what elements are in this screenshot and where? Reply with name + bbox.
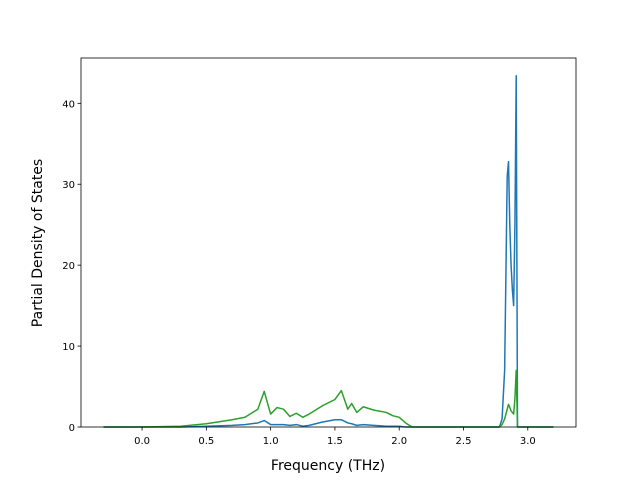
plot-frame [80,57,577,428]
x-tick-label: 0.5 [198,436,214,447]
x-tick-label: 2.0 [391,436,407,447]
x-tick-label: 0.0 [134,436,150,447]
x-tick-label: 3.0 [520,436,536,447]
y-tick-label: 40 [62,99,75,110]
y-tick-label: 10 [62,342,75,353]
x-tick-label: 1.5 [327,436,343,447]
series-line [103,369,554,428]
y-axis-title: Partial Density of States [30,159,46,327]
x-axis-title: Frequency (THz) [271,458,385,474]
x-tick-label: 1.0 [263,436,279,447]
y-tick-label: 30 [62,180,75,191]
x-tick-label: 2.5 [456,436,472,447]
series-line [103,75,554,428]
y-tick-label: 0 [69,423,75,434]
y-tick-label: 20 [62,261,75,272]
